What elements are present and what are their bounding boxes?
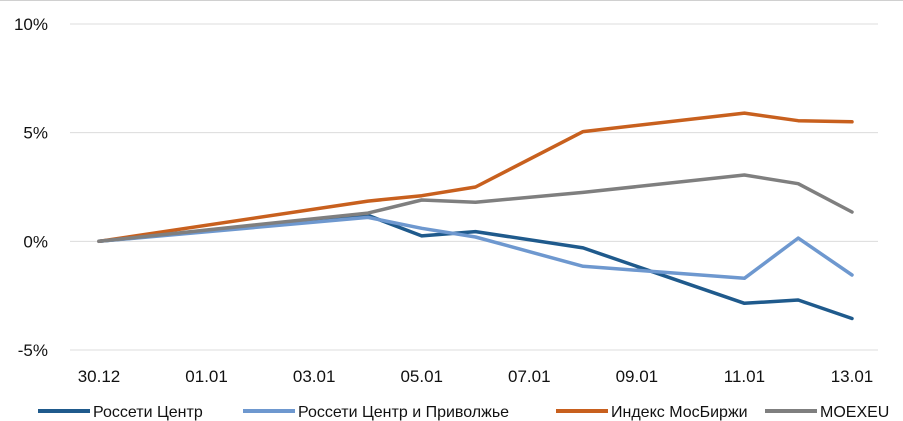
series-lines xyxy=(97,111,854,321)
x-tick-label: 30.12 xyxy=(78,367,121,386)
legend-label: Индекс МосБиржи xyxy=(611,404,748,421)
series-line-3 xyxy=(97,111,854,244)
legend: Россети Центр Россети Центр и Приволжье Ин… xyxy=(38,404,889,421)
y-tick-label: 10% xyxy=(14,15,48,34)
series-line-4 xyxy=(97,173,854,244)
legend-label: MOEXEU xyxy=(820,404,889,421)
x-axis-tick-labels: 30.12 01.01 03.01 05.01 07.01 09.01 11.01 13.01 xyxy=(78,367,874,386)
y-tick-label: 0% xyxy=(23,232,48,251)
x-tick-label: 09.01 xyxy=(616,367,659,386)
legend-item: Россети Центр и Приволжье xyxy=(243,404,509,421)
x-tick-label: 11.01 xyxy=(724,367,765,386)
legend-item: Россети Центр xyxy=(38,404,203,421)
x-tick-label: 03.01 xyxy=(293,367,336,386)
y-tick-label: 5% xyxy=(23,124,48,143)
gridlines xyxy=(70,23,878,351)
legend-label: Россети Центр и Приволжье xyxy=(298,404,509,421)
series-line-2 xyxy=(97,215,854,281)
x-tick-label: 05.01 xyxy=(400,367,443,386)
legend-item: MOEXEU xyxy=(765,404,889,421)
y-tick-label: -5% xyxy=(18,341,48,360)
legend-label: Россети Центр xyxy=(93,404,203,421)
x-tick-label: 13.01 xyxy=(831,367,874,386)
y-axis-tick-labels: 10% 5% 0% -5% xyxy=(14,15,48,360)
x-tick-label: 01.01 xyxy=(185,367,228,386)
legend-item: Индекс МосБиржи xyxy=(556,404,748,421)
x-tick-label: 07.01 xyxy=(508,367,551,386)
